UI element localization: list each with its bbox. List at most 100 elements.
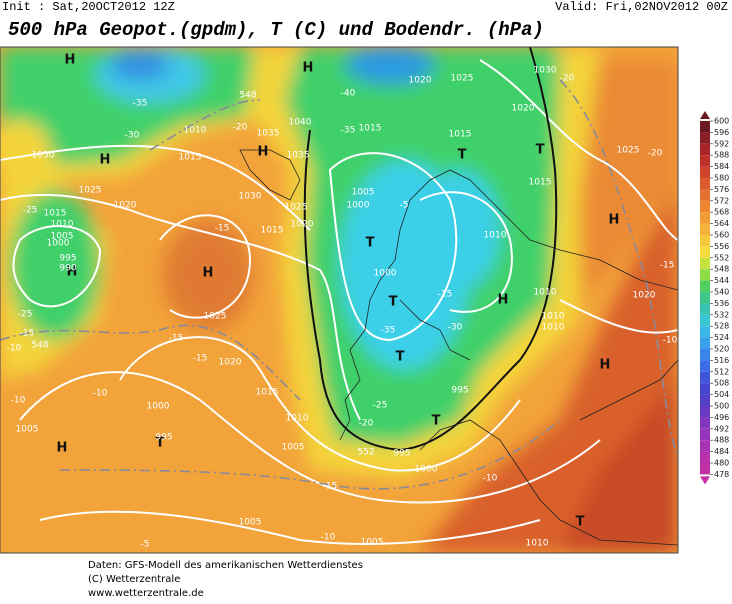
contour-label: 1000 xyxy=(47,239,70,249)
isotherms xyxy=(0,79,678,490)
map-frame xyxy=(0,46,679,554)
colorbar-step xyxy=(700,155,710,167)
contour-label: -10 xyxy=(7,344,22,354)
contour-label: 1040 xyxy=(289,118,312,128)
colorbar-label: 564 xyxy=(714,219,729,228)
colorbar-label: 492 xyxy=(714,424,729,433)
colorbar-step xyxy=(700,314,710,327)
colorbar-step xyxy=(700,189,710,201)
contour-label: -15 xyxy=(193,354,208,364)
contour-label: -20 xyxy=(233,123,248,133)
contour-label: 1025 xyxy=(204,312,227,322)
colorbar-step xyxy=(700,428,710,441)
contour-label: 1020 xyxy=(633,291,656,301)
contour-label: -10 xyxy=(11,396,26,406)
colorbar-step xyxy=(700,257,710,270)
contour-label: 1005 xyxy=(282,443,305,453)
colorbar-label: 592 xyxy=(714,139,729,148)
contour-label: 1010 xyxy=(286,414,309,424)
contour-label: 1020 xyxy=(409,76,432,86)
contour-label: 1010 xyxy=(184,126,207,136)
contour-label: 1010 xyxy=(51,220,74,230)
contour-label: -25 xyxy=(23,206,38,216)
map-title: 500 hPa Geopot.(gpdm), T (C) und Bodendr… xyxy=(8,19,544,41)
contour-label: -5 xyxy=(400,201,409,211)
pressure-center: H xyxy=(65,53,76,68)
colorbar-step xyxy=(700,223,710,235)
colorbar-label: 528 xyxy=(714,322,729,331)
contour-label: 1015 xyxy=(179,153,202,163)
contour-label: 995 xyxy=(451,386,468,396)
colorbar-step xyxy=(700,292,710,304)
colorbar-step xyxy=(700,269,710,281)
pressure-center: T xyxy=(396,350,405,365)
valid-time: Valid: Fri,02NOV2012 00Z xyxy=(555,0,728,14)
colorbar-step xyxy=(700,166,710,178)
contour-label: -20 xyxy=(648,149,663,159)
pressure-center: T xyxy=(458,148,467,163)
contour-label: -20 xyxy=(359,419,374,429)
contour-label: 1030 xyxy=(239,192,262,202)
colorbar-label: 520 xyxy=(714,345,729,354)
pressure-center: T xyxy=(432,414,441,429)
colorbar-label: 588 xyxy=(714,151,729,160)
contour-label: 1025 xyxy=(617,146,640,156)
colorbar-label: 532 xyxy=(714,310,729,319)
pressure-center: H xyxy=(609,213,620,228)
contour-label: -10 xyxy=(93,389,108,399)
contour-label: -35 xyxy=(381,326,396,336)
contour-label: 1010 xyxy=(526,539,549,549)
contour-label: 995 xyxy=(155,433,172,443)
colorbar: 600 596 592 588 584 580 576 572 568 564 560 556 552 5… xyxy=(700,111,729,485)
contour-label: 1015 xyxy=(261,226,284,236)
colorbar-step xyxy=(700,235,710,247)
footer-line: (C) Wetterzentrale xyxy=(88,574,180,585)
contour-label: 1015 xyxy=(449,130,472,140)
contour-label: 995 xyxy=(59,254,76,264)
colorbar-label: 572 xyxy=(714,196,729,205)
init-time: Init : Sat,20OCT2012 12Z xyxy=(2,0,175,14)
pressure-center: T xyxy=(576,515,585,530)
colorbar-step xyxy=(700,360,710,372)
contour-label: 1035 xyxy=(257,129,280,139)
contour-label: 1015 xyxy=(256,388,279,398)
height-contour xyxy=(303,47,558,452)
contour-label: 1010 xyxy=(484,231,507,241)
contour-label: 1000 xyxy=(147,402,170,412)
colorbar-label: 568 xyxy=(714,208,729,217)
pressure-center: H xyxy=(258,145,269,160)
contour-label: -10 xyxy=(663,336,678,346)
contour-label: 1020 xyxy=(512,104,535,114)
pressure-center: H xyxy=(498,293,509,308)
contour-label: 548 xyxy=(31,341,48,351)
contour-label: 1005 xyxy=(352,188,375,198)
colorbar-arrow xyxy=(700,476,710,485)
pressure-center: H xyxy=(600,358,611,373)
contour-label: -25 xyxy=(373,401,388,411)
contour-label: -15 xyxy=(660,261,675,271)
colorbar-label: 508 xyxy=(714,379,729,388)
contour-label: 1025 xyxy=(285,203,308,213)
contour-label: 1005 xyxy=(51,232,74,242)
contour-label: 1010 xyxy=(534,288,557,298)
contour-label: -35 xyxy=(133,99,148,109)
colorbar-step xyxy=(700,143,710,156)
pressure-center: H xyxy=(67,265,78,280)
contour-label: -15 xyxy=(169,334,184,344)
colorbar-label: 524 xyxy=(714,333,729,342)
colorbar-step xyxy=(700,394,710,406)
footer-line: www.wetterzentrale.de xyxy=(88,588,204,599)
colorbar-step xyxy=(700,337,710,349)
colorbar-label: 576 xyxy=(714,185,729,194)
colorbar-step xyxy=(700,280,710,292)
contour-label: 1030 xyxy=(32,151,55,161)
colorbar-step xyxy=(700,246,710,258)
colorbar-step xyxy=(700,121,710,133)
pressure-center: H xyxy=(100,153,111,168)
colorbar-label: 540 xyxy=(714,288,729,297)
contour-label: -5 xyxy=(141,540,150,550)
colorbar-label: 548 xyxy=(714,265,729,274)
colorbar-label: 504 xyxy=(714,390,729,399)
contour-label: -35 xyxy=(341,126,356,136)
